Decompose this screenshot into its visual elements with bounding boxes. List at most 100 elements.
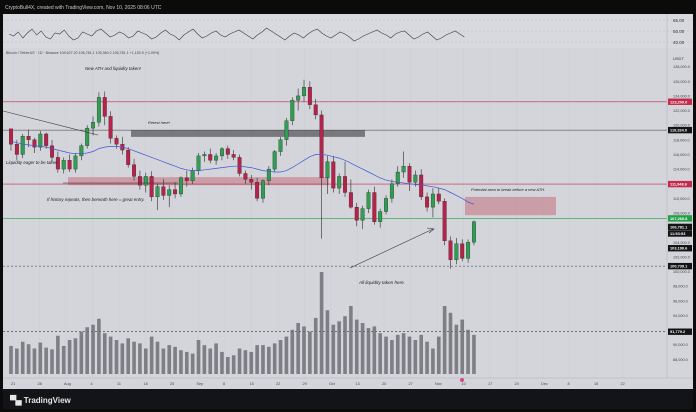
candle-body [372, 192, 377, 222]
volume-bar [454, 324, 459, 374]
symbol-info: Bitcoin / TetherUS · 1D · Binance 105,62… [6, 51, 159, 55]
volume-bar [56, 335, 60, 374]
candle-body [167, 189, 172, 196]
time-axis-tick: 25 [170, 382, 174, 386]
volume-bar [196, 340, 201, 374]
price-axis-tick: 124,000.0 [673, 94, 690, 98]
candle-layer [9, 79, 476, 269]
candle-body [471, 221, 476, 243]
candle-body [79, 145, 84, 157]
volume-bar [97, 318, 101, 374]
volume-bar [472, 334, 476, 374]
time-axis-tick: 8 [223, 382, 225, 386]
volume-bar [395, 334, 400, 374]
volume-bar [390, 340, 394, 374]
volume-bar [50, 349, 54, 374]
price-axis-tick: 88,000.0 [673, 358, 688, 362]
price-tag [668, 215, 692, 222]
candle-body [26, 136, 31, 140]
price-axis-tick: 118,000.0 [673, 138, 690, 142]
candle-body [132, 164, 137, 177]
annotation-all-liquidity: All liquidity taken here. [358, 280, 405, 285]
zone-retest [131, 130, 365, 137]
zone-target [465, 196, 556, 216]
volume-bar [384, 336, 388, 374]
osc-level-50: 50.00 [673, 29, 685, 34]
candle-body [389, 183, 394, 199]
candle-body [208, 154, 213, 161]
price-axis-tick: 98,000.0 [673, 285, 688, 289]
volume-bar [436, 336, 441, 374]
price-chart[interactable]: Bitcoin / TetherUS · 1D · Binance 105,62… [2, 48, 693, 389]
candle-body [243, 173, 248, 180]
candle-body [190, 170, 195, 181]
price-axis-tick: 128,000.0 [673, 65, 690, 69]
candle-body [360, 208, 365, 221]
candle-body [32, 139, 37, 148]
volume-layer [9, 272, 476, 374]
volume-bar [91, 324, 95, 374]
candle-body [419, 174, 424, 198]
osc-level-40: 40.00 [673, 40, 685, 45]
time-axis-tick: 10 [462, 382, 466, 386]
time-axis-tick: Nov [435, 382, 442, 386]
price-axis-tick: 90,000.0 [673, 343, 688, 347]
time-axis-tick: 8 [568, 382, 570, 386]
candle-body [61, 160, 66, 170]
volume-bar [173, 346, 177, 374]
candle-body [214, 155, 219, 161]
volume-bar [313, 317, 318, 374]
candle-body [50, 145, 54, 158]
volume-bar [319, 272, 324, 374]
time-axis-tick: 15 [594, 382, 598, 386]
time-axis-tick: 24 [515, 382, 519, 386]
annotation-retest: Retest here! [148, 120, 171, 125]
volume-bar [261, 345, 265, 374]
volume-bar [237, 348, 242, 374]
oscillator-chart: 65.00 50.00 40.00 [3, 14, 693, 48]
candle-body [407, 166, 412, 183]
time-axis-tick: 28 [38, 382, 42, 386]
candle-body [14, 144, 19, 155]
volume-bar [226, 357, 230, 374]
price-tag-label: 107,260.8 [670, 216, 688, 221]
price-chart-pane[interactable]: Bitcoin / TetherUS · 1D · Binance 105,62… [2, 48, 693, 389]
candle-body [161, 186, 166, 196]
candle-body [284, 120, 289, 140]
candle-body [202, 154, 207, 157]
volume-bar [401, 333, 406, 374]
volume-bar [308, 331, 312, 374]
candle-body [225, 148, 230, 155]
candle-body [155, 186, 160, 198]
osc-level-65: 65.00 [673, 18, 685, 23]
event-marker-icon[interactable] [460, 378, 464, 382]
price-tag [668, 244, 692, 252]
moving-average-line [10, 140, 475, 205]
candle-body [337, 176, 342, 189]
candle-body [466, 242, 471, 259]
price-axis-tick: 110,000.0 [673, 197, 690, 201]
time-axis-tick: Aug [64, 382, 71, 386]
price-tag-label: 103,190.6 [670, 246, 688, 251]
volume-bar [179, 350, 183, 374]
time-axis-tick: 18 [144, 382, 148, 386]
candle-body [290, 100, 295, 121]
candle-body [384, 198, 388, 212]
time-axis-tick: Sep [197, 382, 204, 386]
tradingview-logo-icon: ▀▄ [10, 395, 22, 405]
volume-bar [366, 328, 371, 374]
time-axis-tick: Dec [541, 382, 548, 386]
volume-bar [296, 323, 300, 374]
time-axis-tick: 22 [276, 382, 280, 386]
candle-body [91, 122, 95, 129]
candle-body [313, 104, 318, 116]
volume-bar [79, 331, 84, 374]
oscillator-line [8, 27, 465, 42]
price-tag [668, 98, 692, 105]
header-bar: CryptoBull4X, created with TradingView.c… [3, 3, 693, 13]
volume-bar [61, 345, 66, 374]
candle-body [44, 133, 49, 146]
time-axis-tick: 27 [409, 382, 413, 386]
candle-body [178, 177, 183, 195]
